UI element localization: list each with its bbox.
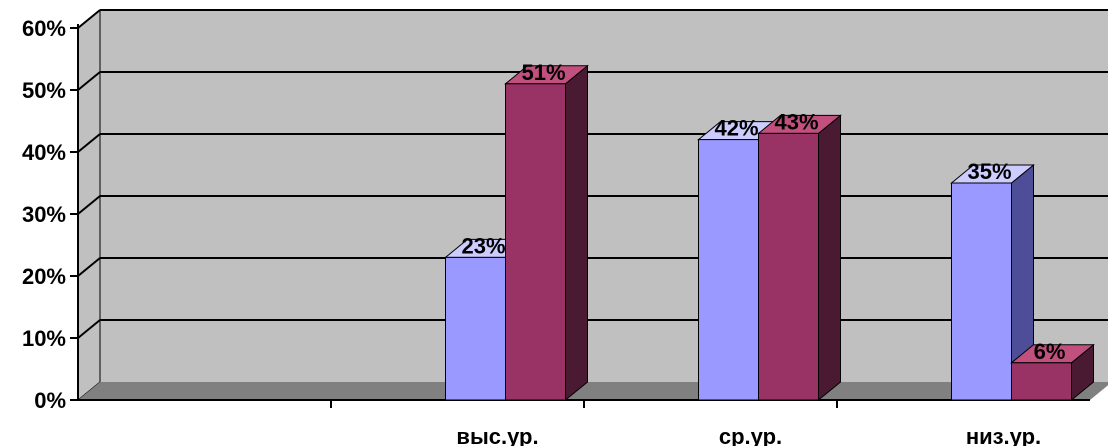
x-category-label: выс.ур. bbox=[456, 424, 538, 446]
y-tick-label: 0% bbox=[34, 388, 66, 413]
bar bbox=[1011, 362, 1072, 401]
gridline-side bbox=[77, 133, 101, 153]
y-tick-label: 20% bbox=[22, 264, 66, 289]
labels: 23% 51% 42% 43% 35% 6% bbox=[461, 60, 1065, 364]
chart-floor bbox=[78, 382, 1108, 400]
bar bbox=[445, 256, 506, 401]
gridline-side bbox=[77, 257, 101, 277]
bar bbox=[698, 139, 759, 401]
y-tick-label: 60% bbox=[22, 16, 66, 41]
data-label: 35% bbox=[967, 159, 1011, 184]
x-category-label: низ.ур. bbox=[966, 424, 1041, 446]
y-tick-label: 50% bbox=[22, 78, 66, 103]
data-label: 23% bbox=[461, 233, 505, 258]
gridline-side bbox=[77, 9, 101, 29]
data-label: 43% bbox=[774, 109, 818, 134]
gridlines bbox=[77, 9, 1108, 339]
gridline-side bbox=[77, 71, 101, 91]
y-tick-label: 40% bbox=[22, 140, 66, 165]
bar-side bbox=[565, 64, 588, 402]
bar bbox=[951, 182, 1012, 401]
x-category-label: ср.ур. bbox=[719, 424, 782, 446]
data-label: 42% bbox=[714, 116, 758, 141]
gridline-side bbox=[77, 195, 101, 215]
bar-side bbox=[818, 114, 841, 402]
data-label: 51% bbox=[521, 60, 565, 85]
bar bbox=[505, 83, 566, 401]
bars bbox=[444, 64, 1095, 402]
bar bbox=[758, 132, 819, 401]
y-tick-label: 10% bbox=[22, 326, 66, 351]
gridline-side bbox=[77, 319, 101, 339]
y-tick-label: 30% bbox=[22, 202, 66, 227]
axes: 0% 10% 20% 30% 40% 50% 60% выс.ур. ср.ур. низ.ур. bbox=[22, 16, 1090, 446]
data-label: 6% bbox=[1034, 339, 1066, 364]
